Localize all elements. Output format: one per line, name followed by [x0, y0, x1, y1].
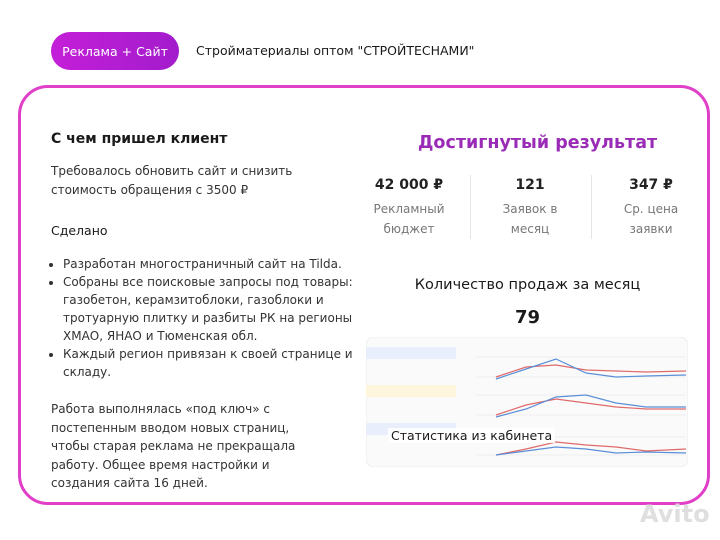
- sales-label: Количество продаж за месяц: [414, 277, 641, 293]
- bullet: Каждый регион привязан к своей странице …: [63, 345, 353, 381]
- stat-value: 121: [515, 177, 545, 193]
- stat-value: 42 000 ₽: [374, 177, 444, 193]
- done-list: Разработан многостраничный сайт на Tilda…: [51, 255, 353, 381]
- intro: Требовалось обновить сайт и снизить стои…: [51, 164, 293, 197]
- divider: [591, 175, 592, 239]
- stat: 42 000 ₽ Рекламный бюджет: [350, 177, 468, 239]
- stat: 121 Заявок в месяц: [471, 177, 589, 239]
- stat-value: 347 ₽: [629, 177, 673, 193]
- tag-button[interactable]: Реклама + Сайт: [51, 32, 179, 70]
- stat-label: Заявок в месяц: [502, 202, 558, 236]
- result-heading: Достигнутый результат: [417, 133, 658, 153]
- watermark: Avito: [640, 500, 710, 528]
- page-title: Стройматериалы оптом "СТРОЙТЕСНАМИ": [196, 43, 475, 58]
- stat-label: Ср. цена заявки: [623, 202, 679, 236]
- divider: [470, 175, 471, 239]
- bullet: Собраны все поисковые запросы под товары…: [63, 273, 353, 345]
- done-heading: Сделано: [51, 223, 108, 238]
- screenshot-caption: Статистика из кабинета: [388, 428, 556, 443]
- stats-screenshot: [366, 337, 688, 467]
- sales-value: 79: [514, 307, 541, 328]
- bullet: Разработан многостраничный сайт на Tilda…: [63, 255, 353, 273]
- case-card: [18, 85, 710, 505]
- outro: Работа выполнялась «под ключ» с постепен…: [51, 402, 296, 490]
- stat: 347 ₽ Ср. цена заявки: [592, 177, 710, 239]
- stat-label: Рекламный бюджет: [373, 202, 445, 236]
- left-heading: С чем пришел клиент: [51, 131, 228, 147]
